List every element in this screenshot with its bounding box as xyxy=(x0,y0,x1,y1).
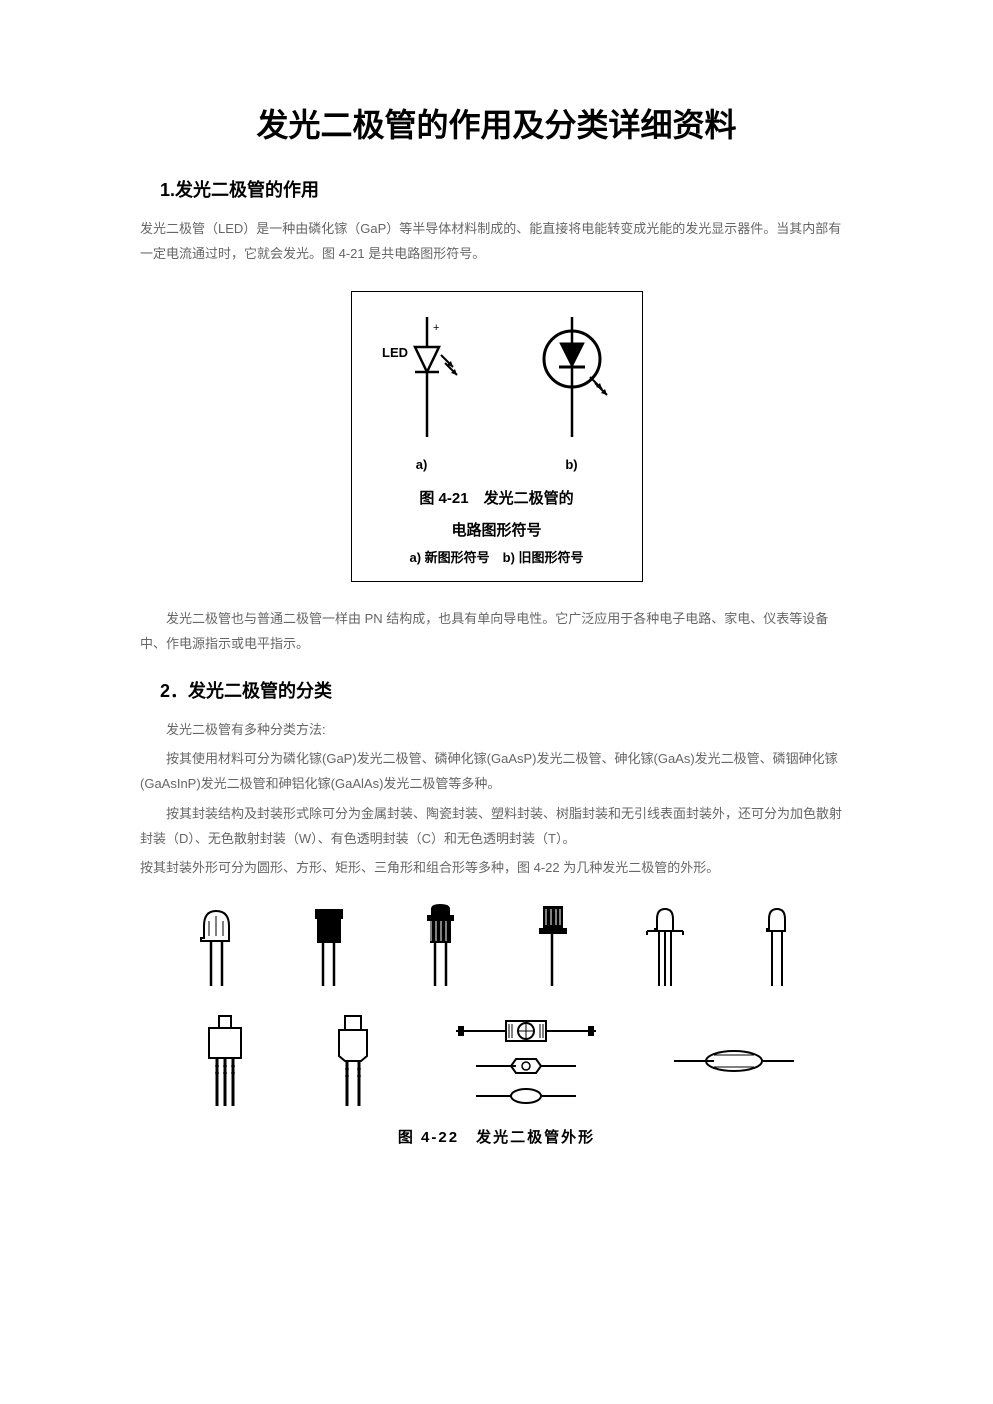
main-title: 发光二极管的作用及分类详细资料 xyxy=(140,100,853,146)
section2-para2: 按其使用材料可分为磷化镓(GaP)发光二极管、磷砷化镓(GaAsP)发光二极管、… xyxy=(140,747,853,796)
shapes-row-2 xyxy=(140,1011,853,1111)
svg-text:LED: LED xyxy=(382,345,408,360)
led-shape-1-icon xyxy=(189,901,244,991)
led-symbol-new-icon: LED + xyxy=(377,307,467,447)
section2-para4: 按其封装外形可分为圆形、方形、矩形、三角形和组合形等多种，图 4-22 为几种发… xyxy=(140,856,853,881)
led-symbol-old-icon xyxy=(527,307,617,447)
led-shape-3-icon xyxy=(413,901,468,991)
led-shape-8-icon xyxy=(317,1011,387,1111)
figure-4-21-box: LED + a) xyxy=(351,291,643,582)
section2-para1: 发光二极管有多种分类方法: xyxy=(140,718,853,743)
figure-symbols-row: LED + a) xyxy=(377,307,617,472)
svg-text:+: + xyxy=(433,322,439,334)
led-shape-7-icon xyxy=(189,1011,259,1111)
symbol-a-unit: LED + a) xyxy=(377,307,467,472)
symbol-b-unit: b) xyxy=(527,307,617,472)
led-shape-9-group-icon xyxy=(446,1011,606,1111)
figure-4-22-container: 图 4-22 发光二极管外形 xyxy=(140,901,853,1147)
led-shape-6-icon xyxy=(749,901,804,991)
section1-para1: 发光二极管（LED）是一种由磷化镓（GaP）等半导体材料制成的、能直接将电能转变… xyxy=(140,217,853,266)
led-shape-10-icon xyxy=(664,1031,804,1091)
shapes-row-1 xyxy=(140,901,853,991)
symbol-a-label: a) xyxy=(416,457,428,472)
led-shape-2-icon xyxy=(301,901,356,991)
section1-title: 1.发光二极管的作用 xyxy=(140,176,853,202)
figure2-caption: 图 4-22 发光二极管外形 xyxy=(140,1126,853,1147)
figure1-caption-line1: 图 4-21 发光二极管的 xyxy=(377,487,617,511)
led-shape-5-icon xyxy=(637,901,692,991)
section2-para3: 按其封装结构及封装形式除可分为金属封装、陶瓷封装、塑料封装、树脂封装和无引线表面… xyxy=(140,802,853,851)
symbol-b-label: b) xyxy=(565,457,577,472)
led-shape-4-icon xyxy=(525,901,580,991)
section2-title: 2．发光二极管的分类 xyxy=(140,677,853,703)
figure1-caption-line2: 电路图形符号 xyxy=(377,519,617,543)
section1-para2: 发光二极管也与普通二极管一样由 PN 结构成，也具有单向导电性。它广泛应用于各种… xyxy=(140,607,853,656)
figure-4-21-container: LED + a) xyxy=(140,291,853,582)
figure1-subcaption: a) 新图形符号 b) 旧图形符号 xyxy=(377,547,617,566)
